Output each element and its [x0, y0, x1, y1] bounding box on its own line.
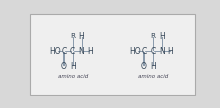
- Text: R: R: [150, 33, 155, 39]
- Text: O: O: [61, 62, 67, 71]
- Text: C: C: [70, 47, 75, 56]
- Text: N: N: [79, 47, 84, 56]
- Text: H: H: [150, 62, 156, 71]
- Text: amino acid: amino acid: [58, 75, 88, 79]
- Text: H: H: [70, 62, 75, 71]
- Text: HO: HO: [49, 47, 61, 56]
- Text: amino acid: amino acid: [138, 75, 168, 79]
- Text: R: R: [70, 33, 75, 39]
- Text: H: H: [159, 32, 165, 41]
- Text: H: H: [168, 47, 173, 56]
- Text: HO: HO: [129, 47, 141, 56]
- Text: C: C: [141, 47, 147, 56]
- Text: H: H: [88, 47, 93, 56]
- Text: O: O: [141, 62, 147, 71]
- Text: C: C: [150, 47, 156, 56]
- Text: C: C: [61, 47, 66, 56]
- Text: H: H: [79, 32, 84, 41]
- Text: N: N: [159, 47, 165, 56]
- FancyBboxPatch shape: [30, 14, 195, 95]
